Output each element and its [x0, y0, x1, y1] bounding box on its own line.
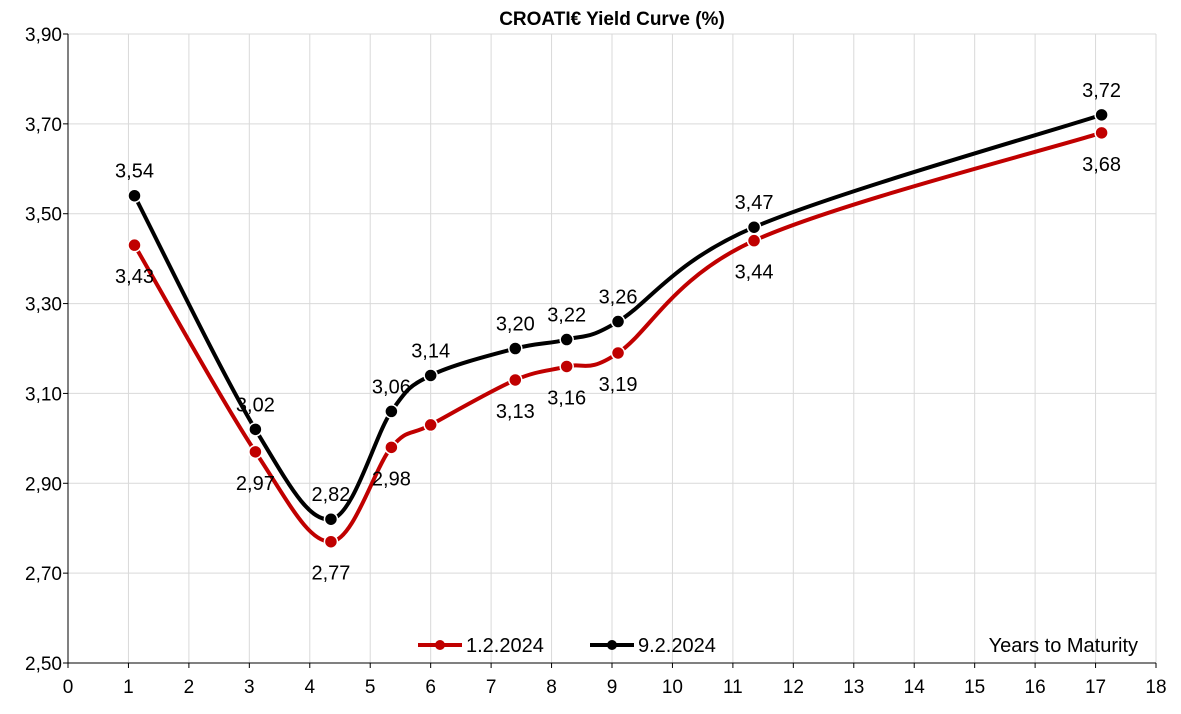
data-point	[423, 417, 438, 433]
y-tick-label: 3,30	[25, 295, 62, 316]
y-tick-label: 2,70	[25, 564, 62, 585]
x-tick-label: 15	[964, 677, 985, 698]
data-label: 3,43	[115, 266, 154, 288]
data-label: 3,06	[372, 376, 411, 398]
legend-item-9-2-2024: 9.2.2024	[590, 635, 716, 657]
x-tick-label: 10	[662, 677, 683, 698]
grid-lines	[68, 33, 1157, 663]
x-tick-label: 12	[783, 677, 804, 698]
x-tick-label: 4	[304, 677, 315, 698]
y-tick-label: 3,50	[25, 205, 62, 226]
data-label: 3,14	[411, 340, 450, 362]
data-point	[323, 534, 339, 549]
data-point	[508, 372, 523, 388]
data-label: 3,02	[236, 394, 275, 416]
data-point	[508, 341, 523, 356]
data-label: 3,72	[1082, 80, 1121, 102]
x-tick-label: 11	[723, 677, 743, 698]
x-tick-label: 14	[904, 677, 926, 698]
data-point	[384, 404, 399, 419]
data-label: 2,82	[311, 484, 350, 506]
data-label: 2,77	[311, 563, 350, 585]
chart-title: CROATI€ Yield Curve (%)	[499, 9, 725, 30]
y-tick-label: 3,70	[25, 115, 62, 136]
data-label: 3,13	[496, 401, 535, 423]
x-tick-label: 17	[1085, 677, 1106, 698]
y-tick-label: 3,90	[25, 25, 62, 46]
legend-item-1-2-2024: 1.2.2024	[418, 635, 544, 657]
data-label: 3,26	[599, 287, 638, 309]
x-tick-label: 8	[546, 677, 557, 698]
data-label: 3,54	[115, 161, 154, 183]
series-lines	[127, 107, 1109, 549]
data-label: 3,68	[1082, 154, 1121, 176]
x-tick-label: 16	[1025, 677, 1046, 698]
data-point	[746, 233, 762, 248]
data-point	[384, 440, 399, 455]
data-point	[610, 345, 626, 361]
x-tick-label: 2	[184, 677, 195, 698]
data-label: 3,22	[547, 305, 586, 327]
legend-label: 9.2.2024	[638, 635, 716, 657]
data-point	[423, 368, 438, 383]
series-1.2.2024	[127, 125, 1109, 549]
x-tick-label: 5	[365, 677, 376, 698]
x-axis-label: Years to Maturity	[989, 635, 1138, 657]
data-point	[1094, 125, 1109, 141]
data-point	[559, 332, 574, 347]
series-line	[132, 130, 1103, 544]
x-tick-label: 0	[63, 677, 74, 698]
data-label: 2,97	[236, 473, 275, 495]
data-point	[559, 359, 574, 374]
tick-labels: 0 1 2 3 4 5 6 7 8 9 10 11 12 13 14 15 16 17 182,502,702,90…	[25, 25, 1167, 698]
x-tick-label: 7	[486, 677, 497, 698]
axes	[63, 33, 1157, 668]
data-point	[248, 422, 263, 437]
x-tick-label: 18	[1145, 677, 1166, 698]
x-tick-label: 9	[607, 677, 618, 698]
data-label: 3,47	[735, 192, 774, 214]
data-label: 2,98	[372, 468, 411, 490]
data-label: 3,16	[547, 387, 586, 409]
data-point	[127, 237, 142, 253]
data-point	[248, 444, 263, 460]
y-tick-label: 3,10	[25, 384, 62, 405]
y-tick-label: 2,90	[25, 474, 62, 495]
y-tick-label: 2,50	[25, 654, 62, 675]
data-point	[323, 511, 339, 527]
data-point	[610, 314, 626, 329]
data-labels: 3,43 2,97 2,77 2,98 3,13 3,16 3,19 3,44 3,68 3,54…	[115, 80, 1121, 585]
series-9.2.2024	[127, 107, 1109, 527]
data-point	[1094, 107, 1109, 123]
legend-label: 1.2.2024	[466, 635, 544, 657]
legend: 1.2.2024 9.2.2024	[418, 635, 716, 657]
x-tick-label: 3	[244, 677, 255, 698]
data-label: 3,44	[735, 262, 774, 284]
data-point	[127, 188, 142, 203]
x-tick-label: 13	[843, 677, 864, 698]
data-label: 3,20	[496, 314, 535, 336]
data-point	[746, 219, 762, 235]
x-tick-label: 6	[425, 677, 436, 698]
x-tick-label: 1	[123, 677, 134, 698]
data-label: 3,19	[599, 374, 638, 396]
